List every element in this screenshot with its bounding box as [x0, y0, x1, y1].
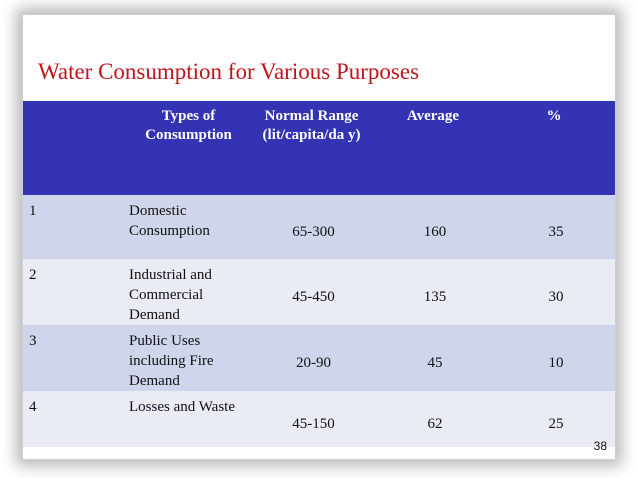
header-types-of-consumption: Types of Consumption — [145, 108, 232, 143]
row-range: 45-150 — [292, 416, 335, 432]
row-range: 45-450 — [292, 289, 335, 305]
row-number: 1 — [29, 203, 37, 219]
row-average: 160 — [423, 224, 447, 240]
page-number: 38 — [593, 439, 607, 453]
header-average: Average — [406, 108, 460, 124]
row-average: 135 — [423, 289, 447, 305]
row-range: 65-300 — [292, 224, 335, 240]
slide-title: Water Consumption for Various Purposes — [38, 59, 420, 84]
row-percent: 25 — [548, 416, 564, 432]
row-number: 4 — [29, 399, 37, 415]
table-row: 3 Public Uses including Fire Demand 20-9… — [23, 325, 615, 391]
row-average: 62 — [427, 416, 443, 432]
header-percent: % — [546, 108, 562, 124]
row-percent: 10 — [548, 355, 564, 371]
row-percent: 30 — [548, 289, 564, 305]
header-number — [23, 101, 127, 195]
row-average: 45 — [427, 355, 443, 371]
header-normal-range: Normal Range (lit/capita/da y) — [262, 108, 361, 143]
row-number: 3 — [29, 333, 37, 349]
row-type: Industrial and Commercial Demand — [129, 267, 212, 323]
row-range: 20-90 — [296, 355, 331, 371]
slide: Water Consumption for Various Purposes T… — [22, 14, 616, 460]
row-type: Losses and Waste — [129, 399, 235, 415]
table-row: 2 Industrial and Commercial Demand 45-45… — [23, 259, 615, 325]
consumption-table: Types of Consumption Normal Range (lit/c… — [23, 101, 615, 447]
row-type: Domestic Consumption — [129, 203, 210, 239]
row-number: 2 — [29, 267, 37, 283]
table-header-row: Types of Consumption Normal Range (lit/c… — [23, 101, 615, 195]
row-percent: 35 — [548, 224, 564, 240]
table-row: 1 Domestic Consumption 65-300 160 35 — [23, 195, 615, 259]
row-type: Public Uses including Fire Demand — [129, 333, 214, 389]
table-row: 4 Losses and Waste 45-150 62 25 — [23, 391, 615, 447]
